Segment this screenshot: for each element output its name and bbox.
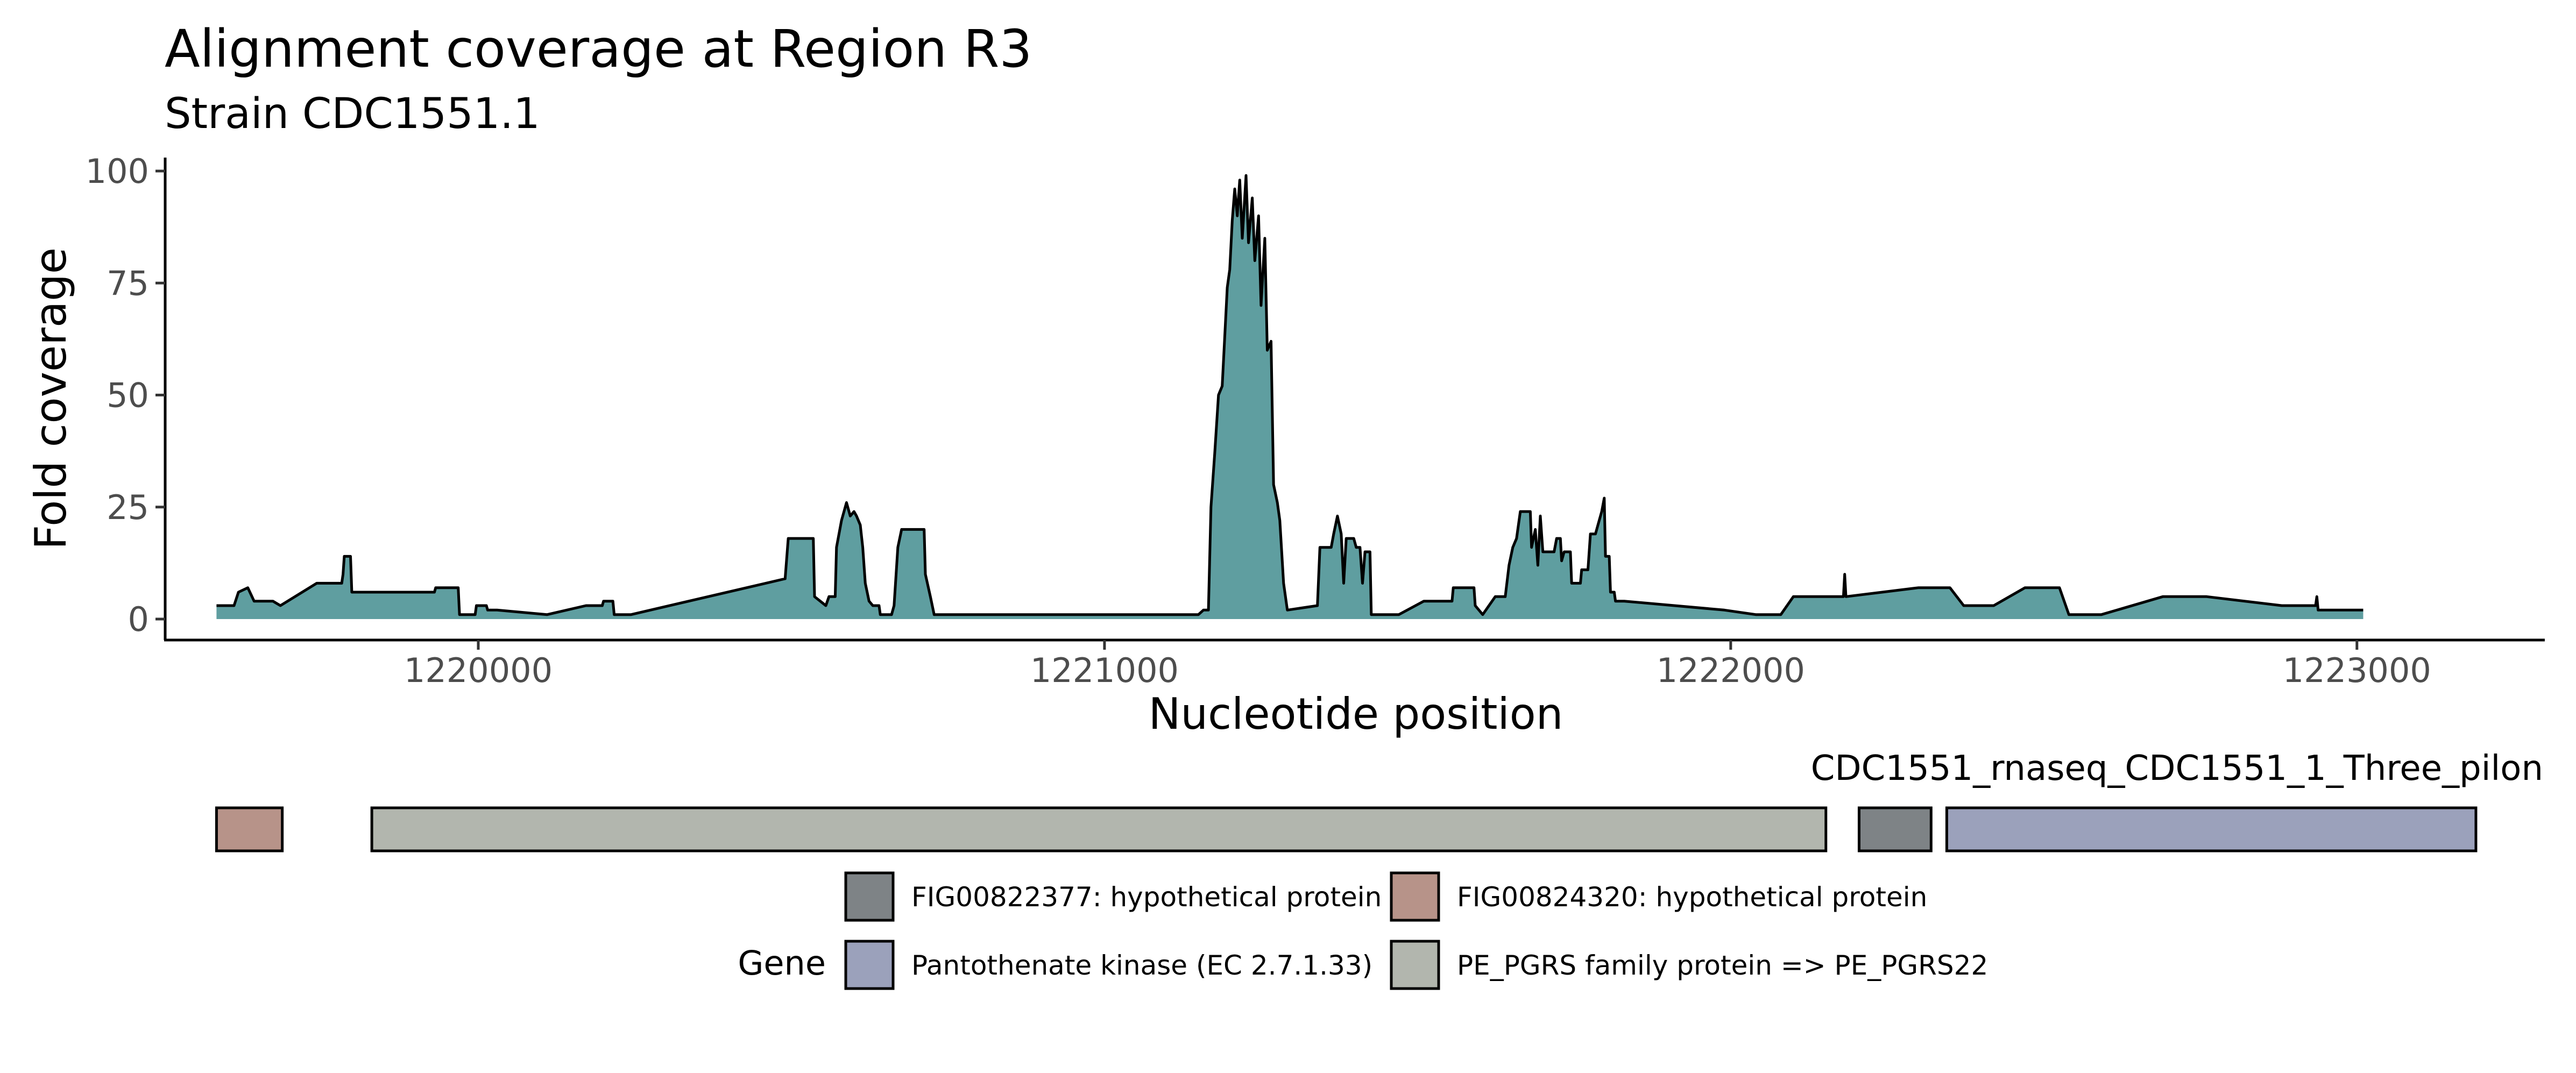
gene-block xyxy=(1857,806,1933,852)
x-tick-label: 1222000 xyxy=(1657,651,1805,690)
y-axis-label: Fold coverage xyxy=(26,247,76,550)
gene-block xyxy=(1945,806,2478,852)
y-tick-label: 0 xyxy=(128,600,149,639)
gene-track-label: CDC1551_rnaseq_CDC1551_1_Three_pilon xyxy=(1811,749,2543,788)
gene-block xyxy=(215,806,284,852)
x-tick-label: 1220000 xyxy=(404,651,553,690)
y-tick-label: 100 xyxy=(86,152,149,191)
x-tick-label: 1221000 xyxy=(1030,651,1179,690)
legend-swatch xyxy=(844,940,895,990)
y-tick-label: 75 xyxy=(107,264,149,303)
y-axis-ticks: 0 25 50 75 100 xyxy=(86,152,165,639)
chart-subtitle: Strain CDC1551.1 xyxy=(165,90,540,138)
legend-label: FIG00822377: hypothetical protein xyxy=(911,882,1382,913)
legend-title: Gene xyxy=(738,943,826,983)
coverage-plot xyxy=(216,174,2363,619)
gene-track xyxy=(215,806,2478,852)
coverage-line xyxy=(216,174,2363,616)
x-tick-label: 1223000 xyxy=(2283,651,2431,690)
y-tick-label: 25 xyxy=(107,488,149,527)
y-tick-label: 50 xyxy=(107,376,149,415)
legend-label: Pantothenate kinase (EC 2.7.1.33) xyxy=(911,950,1372,981)
x-axis-label: Nucleotide position xyxy=(1149,689,1563,739)
gene-legend: FIG00822377: hypothetical protein FIG0082… xyxy=(844,871,1988,990)
coverage-area xyxy=(216,175,2363,619)
x-axis-ticks: 1220000 1221000 1222000 1223000 xyxy=(404,640,2431,690)
chart-title: Alignment coverage at Region R3 xyxy=(165,19,1032,79)
legend-swatch xyxy=(1390,871,1440,922)
legend-label: PE_PGRS family protein => PE_PGRS22 xyxy=(1457,950,1988,981)
legend-swatch xyxy=(1390,940,1440,990)
legend-label: FIG00824320: hypothetical protein xyxy=(1457,882,1927,913)
legend-swatch xyxy=(844,871,895,922)
gene-block xyxy=(370,806,1828,852)
